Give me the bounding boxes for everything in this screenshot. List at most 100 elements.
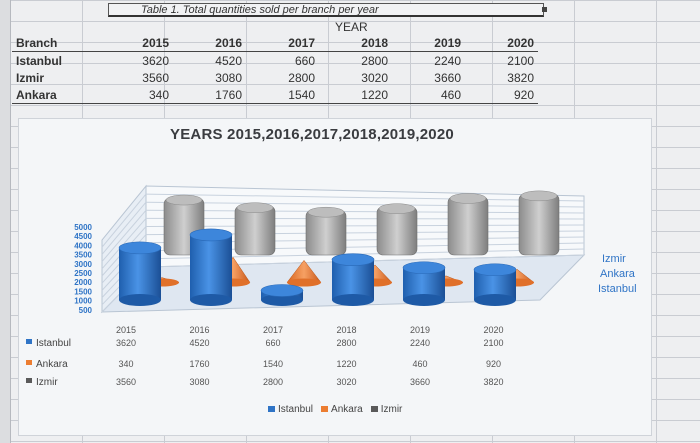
value-cell[interactable]: 4520 <box>215 53 242 68</box>
y-tick-label: 3000 <box>74 260 92 269</box>
legend-item-ankara[interactable]: Ankara <box>321 404 363 415</box>
value-cell[interactable]: 3080 <box>215 70 242 85</box>
izmir-bar-top <box>236 202 274 213</box>
value-cell[interactable]: 3560 <box>142 70 169 85</box>
y-tick-label: 4500 <box>74 232 92 241</box>
value-cell[interactable]: 1760 <box>173 86 246 104</box>
data-table-value: 3820 <box>483 377 503 387</box>
istanbul-cylinder-base <box>474 294 516 306</box>
sales-table: YEAR Branch 2015 2016 2017 2018 2019 202… <box>12 20 538 104</box>
y-tick-label: 1000 <box>74 297 92 306</box>
year-cell[interactable]: 2019 <box>392 34 465 52</box>
istanbul-cylinder[interactable] <box>190 234 232 300</box>
value-cell[interactable]: 2240 <box>434 53 461 68</box>
value-cell[interactable]: 660 <box>294 53 315 68</box>
legend-item-istanbul[interactable]: Istanbul <box>268 404 313 415</box>
year-cell[interactable]: 2015 <box>100 34 173 52</box>
year-cell[interactable]: 2018 <box>319 34 392 52</box>
value-cell[interactable]: 2100 <box>507 53 534 68</box>
value-cell[interactable]: 340 <box>100 86 173 104</box>
value-cell[interactable]: 2800 <box>288 70 315 85</box>
gridline <box>101 193 147 248</box>
data-table-series-name: Istanbul <box>36 338 71 349</box>
istanbul-cylinder-base <box>119 294 161 306</box>
legend-item-izmir[interactable]: Izmir <box>370 404 402 415</box>
izmir-bar-top <box>449 193 487 204</box>
istanbul-cylinder[interactable] <box>332 259 374 300</box>
depth-label: Izmir <box>602 253 626 265</box>
data-table-value: 3560 <box>116 377 136 387</box>
istanbul-cylinder-top <box>118 241 162 255</box>
category-label: 2020 <box>483 325 503 335</box>
category-label: 2016 <box>189 325 209 335</box>
gridline <box>145 209 585 214</box>
izmir-bar[interactable] <box>447 196 489 256</box>
y-tick-label: 500 <box>79 306 93 315</box>
value-cell[interactable]: 920 <box>465 86 538 104</box>
table-row: Ankara 340 1760 1540 1220 460 920 <box>12 86 538 104</box>
caption-text: Table 1. Total quantities sold per branc… <box>141 4 379 16</box>
value-cell[interactable]: 1220 <box>319 86 392 104</box>
series-key <box>26 360 32 365</box>
chart-title[interactable]: YEARS 2015,2016,2017,2018,2019,2020 <box>170 126 454 143</box>
header-row: Branch 2015 2016 2017 2018 2019 2020 <box>12 34 538 52</box>
gridline <box>101 218 147 270</box>
data-table-value: 3020 <box>336 377 356 387</box>
chart-legend: Istanbul Ankara Izmir <box>268 404 402 415</box>
y-tick-label: 3500 <box>74 251 92 260</box>
year-cell[interactable]: 2017 <box>246 34 319 52</box>
table-caption[interactable]: Table 1. Total quantities sold per branc… <box>108 3 547 17</box>
category-label: 2018 <box>336 325 356 335</box>
depth-label: Ankara <box>600 268 636 280</box>
data-table-value: 340 <box>118 359 133 369</box>
y-tick-label: 2000 <box>74 278 92 287</box>
data-table-value: 460 <box>412 359 427 369</box>
branch-cell[interactable]: Ankara <box>12 86 100 104</box>
data-table-value: 660 <box>265 338 280 348</box>
gridline <box>101 209 147 262</box>
izmir-bar[interactable] <box>234 205 276 256</box>
izmir-bar-top <box>378 203 416 214</box>
data-table-value: 1220 <box>336 359 356 369</box>
gridline <box>145 217 585 220</box>
y-tick-label: 4000 <box>74 241 92 250</box>
row-header-column <box>0 0 11 443</box>
value-cell[interactable]: 2800 <box>361 53 388 68</box>
value-cell[interactable]: 460 <box>392 86 465 104</box>
value-cell[interactable]: 3820 <box>507 70 534 85</box>
izmir-bar[interactable] <box>518 193 560 256</box>
istanbul-cylinder[interactable] <box>119 247 161 300</box>
branch-header[interactable]: Branch <box>12 34 100 52</box>
data-table-value: 2800 <box>336 338 356 348</box>
value-cell[interactable]: 3620 <box>142 53 169 68</box>
value-cell[interactable]: 3020 <box>361 70 388 85</box>
data-table-value: 1760 <box>189 359 209 369</box>
value-cell[interactable]: 1540 <box>246 86 319 104</box>
branch-cell[interactable]: Istanbul <box>16 53 63 68</box>
value-cell[interactable]: 3660 <box>434 70 461 85</box>
data-table-value: 2100 <box>483 338 503 348</box>
gridline <box>145 224 585 227</box>
year-cell[interactable]: 2016 <box>173 34 246 52</box>
istanbul-cylinder-top <box>331 253 375 266</box>
table-row: Izmir 3560 3080 2800 3020 3660 3820 <box>12 69 538 86</box>
year-header: YEAR <box>335 20 368 34</box>
gridline <box>145 201 585 208</box>
istanbul-cylinder-base <box>332 294 374 306</box>
istanbul-cylinder-base <box>261 294 303 306</box>
istanbul-cylinder-base <box>403 294 445 306</box>
istanbul-cylinder-top <box>189 228 233 242</box>
table-row: Istanbul 3620 4520 660 2800 2240 2100 <box>12 52 538 70</box>
series-key <box>26 378 32 383</box>
data-table-value: 2240 <box>410 338 430 348</box>
data-table-value: 2800 <box>263 377 283 387</box>
izmir-bar-top <box>307 206 345 218</box>
istanbul-cylinder-top <box>473 263 517 277</box>
branch-cell[interactable]: Izmir <box>16 70 45 85</box>
year-cell[interactable]: 2020 <box>465 34 538 52</box>
resize-handle[interactable] <box>542 7 547 12</box>
data-table-series-name: Izmir <box>36 377 58 388</box>
data-table-value: 3620 <box>116 338 136 348</box>
y-tick-label: 2500 <box>74 269 92 278</box>
